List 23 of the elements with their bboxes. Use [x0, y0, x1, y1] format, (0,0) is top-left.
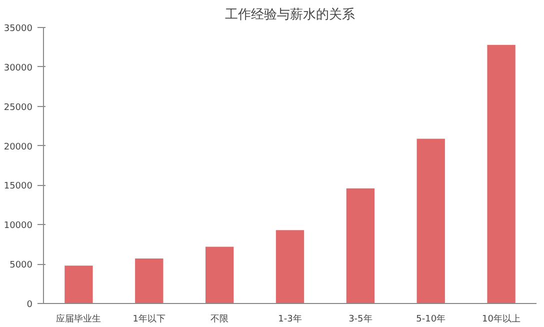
bar — [346, 188, 375, 304]
y-tick-label: 0 — [26, 300, 33, 310]
bar — [64, 266, 93, 304]
x-tick-label: 1年以下 — [132, 314, 166, 324]
y-tick-label: 5000 — [10, 260, 33, 271]
bar — [416, 138, 445, 304]
chart-title: 工作经验与薪水的关系 — [225, 8, 355, 22]
bar — [276, 230, 304, 304]
bar — [487, 44, 516, 304]
y-tick-label: 15000 — [4, 182, 33, 192]
y-tick-label: 25000 — [4, 102, 33, 113]
bar — [205, 246, 234, 304]
x-tick-label: 不限 — [210, 314, 229, 324]
x-tick-label: 1-3年 — [278, 314, 302, 324]
bar — [135, 258, 164, 304]
x-tick-label: 5-10年 — [416, 314, 446, 324]
x-tick-label: 3-5年 — [348, 314, 372, 324]
y-tick-label: 10000 — [4, 221, 33, 232]
y-tick-label: 30000 — [4, 63, 33, 74]
y-tick-label: 20000 — [4, 142, 33, 152]
y-tick-label: 35000 — [4, 24, 33, 34]
x-tick-label: 10年以上 — [482, 314, 521, 324]
x-tick-label: 应届毕业生 — [56, 314, 102, 324]
